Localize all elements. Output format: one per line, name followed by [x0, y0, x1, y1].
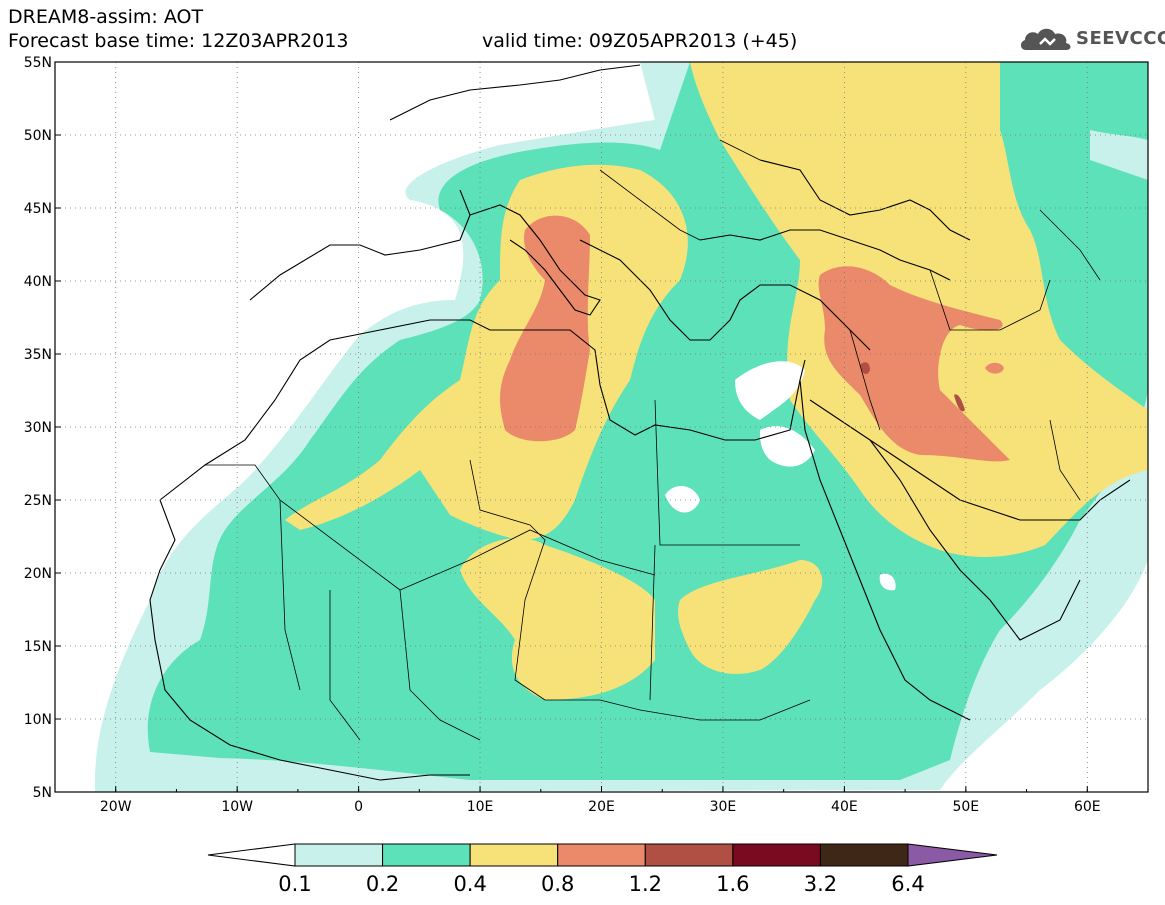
lat-label: 55N	[24, 55, 52, 71]
aot-band-orange-med	[500, 215, 590, 442]
title-line-2: Forecast base time: 12Z03APR2013	[8, 30, 349, 52]
graticule	[55, 62, 1148, 792]
colorbar-box	[469, 843, 559, 867]
logo-text: SEEVCCC	[1076, 28, 1165, 49]
lon-label: 10W	[221, 799, 253, 815]
colorbar-low-arrow	[207, 843, 296, 867]
aot-white-minimum-4	[879, 573, 896, 591]
colorbar-label: 0.1	[278, 872, 311, 896]
lon-label: 40E	[831, 799, 858, 815]
lon-label: 60E	[1074, 799, 1101, 815]
lat-label: 40N	[24, 274, 52, 290]
aot-white-minimum-2	[665, 485, 700, 513]
aot-band-yellow-sahara	[460, 538, 655, 700]
lat-label: 20N	[24, 566, 52, 582]
aot-band-orange-iran-spot	[985, 362, 1004, 374]
lon-label: 20W	[100, 799, 132, 815]
colorbar-label: 1.6	[716, 872, 749, 896]
colorbar-high-arrow	[907, 843, 998, 867]
colorbar-box	[294, 843, 384, 867]
colorbar: 0.1 0.2 0.4 0.8 1.2 1.6 3.2 6.4	[207, 843, 998, 896]
title-line-1: DREAM8-assim: AOT	[8, 6, 204, 28]
lat-label: 10N	[24, 712, 52, 728]
aot-band-darkred-1	[860, 362, 870, 375]
colorbar-box	[557, 843, 646, 867]
colorbar-label: 3.2	[804, 872, 837, 896]
title-line-3: valid time: 09Z05APR2013 (+45)	[482, 30, 798, 52]
coastlines	[149, 64, 1131, 781]
lat-label: 15N	[24, 639, 52, 655]
colorbar-label: 0.2	[366, 872, 399, 896]
lon-label: 30E	[710, 799, 737, 815]
aot-white-minimum-1	[735, 361, 805, 420]
seevccc-logo: SEEVCCC	[1018, 24, 1165, 54]
lat-label: 50N	[24, 128, 52, 144]
lon-label: 20E	[588, 799, 615, 815]
lat-label: 45N	[24, 201, 52, 217]
aot-white-minimum-3	[760, 426, 815, 467]
lat-label: 5N	[33, 785, 52, 801]
colorbar-label: 0.4	[453, 872, 486, 896]
latitude-labels: 55N 50N 45N 40N 35N 30N 25N 20N 15N 10N 5N	[24, 55, 61, 801]
colorbar-box	[732, 843, 821, 867]
colorbar-box	[819, 843, 909, 867]
lat-label: 35N	[24, 347, 52, 363]
lat-label: 25N	[24, 493, 52, 509]
lat-label: 30N	[24, 420, 52, 436]
colorbar-label: 0.8	[541, 872, 574, 896]
lon-label: 50E	[952, 799, 979, 815]
lon-label: 10E	[467, 799, 494, 815]
cloud-icon	[1020, 28, 1071, 50]
colorbar-box	[382, 843, 471, 867]
longitude-labels: 20W 10W 0 10E 20E 30E 40E 50E 60E	[54, 786, 1149, 815]
colorbar-label: 1.2	[629, 872, 662, 896]
aot-band-darkred-2	[954, 394, 965, 412]
colorbar-label: 6.4	[891, 872, 924, 896]
aot-band-yellow-sudan	[678, 560, 823, 674]
lon-label: 0	[354, 799, 363, 815]
aot-band-orange-mideast	[818, 266, 1010, 462]
colorbar-box	[644, 843, 734, 867]
